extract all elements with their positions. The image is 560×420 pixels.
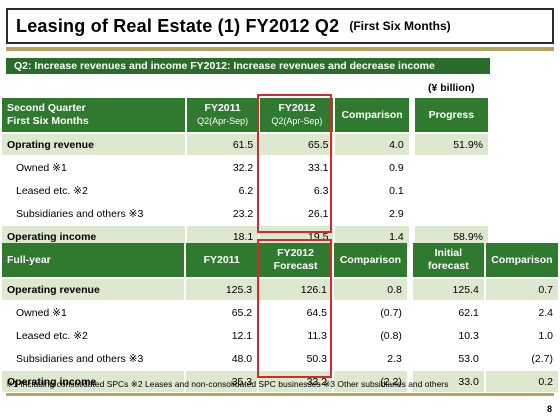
cell-comparison: 4.0 xyxy=(335,134,409,155)
cell-fy2011: 23.2 xyxy=(187,203,259,224)
header-comparison2: Comparison xyxy=(485,243,558,277)
header-fy2011: FY2011 Q2(Apr-Sep) xyxy=(187,98,259,132)
row-label: Operating income xyxy=(2,226,186,247)
cell-fy2012: 65.5 xyxy=(260,134,334,155)
row-label: Operating income xyxy=(2,371,185,392)
row-label: Subsidiaries and others ※3 xyxy=(2,348,185,369)
table-row: Owned ※1 32.2 33.1 0.9 xyxy=(2,157,488,178)
cell-comparison2: 0.7 xyxy=(485,279,558,300)
header-label-line1: Second Quarter xyxy=(7,102,86,114)
header-fy2012-sub: Q2(Apr-Sep) xyxy=(271,116,323,126)
header-fy2011: FY2011 xyxy=(186,243,258,277)
page-title: Leasing of Real Estate (1) FY2012 Q2 xyxy=(16,15,340,36)
table-row: Operating income 35.3 33.2 (2.2) 33.0 0.… xyxy=(2,371,558,392)
cell-initial: 53.0 xyxy=(412,348,484,369)
title-bar: Leasing of Real Estate (1) FY2012 Q2 (Fi… xyxy=(6,8,554,44)
header-label: Second Quarter First Six Months xyxy=(2,98,186,132)
cell-comparison2: 1.0 xyxy=(485,325,558,346)
cell-comparison: 0.9 xyxy=(335,157,409,178)
header-initial-line2: forecast xyxy=(427,260,469,272)
table-row: Subsidiaries and others ※3 48.0 50.3 2.3… xyxy=(2,348,558,369)
cell-comparison: 0.1 xyxy=(335,180,409,201)
table-row: Operating revenue 125.3 126.1 0.8 125.4 … xyxy=(2,279,558,300)
cell-fy2011: 35.3 xyxy=(186,371,258,392)
cell-comparison: 2.3 xyxy=(334,348,407,369)
row-label: Operating revenue xyxy=(2,279,185,300)
cell-initial: 125.4 xyxy=(412,279,484,300)
cell-comparison: 2.9 xyxy=(335,203,409,224)
row-label: Leased etc. ※2 xyxy=(2,325,185,346)
cell-fy2011: 6.2 xyxy=(187,180,259,201)
unit-label: (¥ billion) xyxy=(428,82,475,94)
table-header-row: Second Quarter First Six Months FY2011 Q… xyxy=(2,98,488,132)
cell-initial: 10.3 xyxy=(412,325,484,346)
cell-progress: 58.9% xyxy=(414,226,488,247)
table-header-row: Full-year FY2011 FY2012 Forecast Compari… xyxy=(2,243,558,277)
cell-fy2011: 61.5 xyxy=(187,134,259,155)
cell-fy2011: 32.2 xyxy=(187,157,259,178)
footnote: ※1 Including consolidated SPCs ※2 Leases… xyxy=(6,379,449,389)
table-row: Subsidiaries and others ※3 23.2 26.1 2.9 xyxy=(2,203,488,224)
cell-comparison2: 0.2 xyxy=(485,371,558,392)
header-comparison: Comparison xyxy=(334,243,407,277)
header-initial-forecast: Initial forecast xyxy=(412,243,484,277)
cell-fy2012: 33.1 xyxy=(260,157,334,178)
title-divider xyxy=(6,47,554,51)
q2-results-table: Second Quarter First Six Months FY2011 Q… xyxy=(0,96,490,249)
header-fy2012-text: FY2012 xyxy=(277,247,314,259)
cell-progress xyxy=(414,203,488,224)
cell-fy2012: 11.3 xyxy=(259,325,333,346)
cell-fy2012: 64.5 xyxy=(259,302,333,323)
page-number: 8 xyxy=(546,404,552,414)
cell-comparison: (2.2) xyxy=(334,371,407,392)
full-year-table: Full-year FY2011 FY2012 Forecast Compari… xyxy=(0,241,560,394)
cell-initial: 62.1 xyxy=(412,302,484,323)
row-label: Leased etc. ※2 xyxy=(2,180,186,201)
summary-banner: Q2: Increase revenues and income FY2012:… xyxy=(6,58,490,74)
table-row: Operating income 18.1 19.5 1.4 58.9% xyxy=(2,226,488,247)
header-fy2012-text: FY2012 xyxy=(278,102,316,114)
footer-divider xyxy=(6,393,554,396)
cell-fy2012: 6.3 xyxy=(260,180,334,201)
cell-comparison: (0.7) xyxy=(334,302,407,323)
cell-fy2011: 18.1 xyxy=(187,226,259,247)
cell-progress xyxy=(414,157,488,178)
header-label-line2: First Six Months xyxy=(7,115,89,127)
cell-fy2011: 12.1 xyxy=(186,325,258,346)
cell-comparison: (0.8) xyxy=(334,325,407,346)
header-progress: Progress xyxy=(414,98,488,132)
page-subtitle: (First Six Months) xyxy=(349,19,451,33)
cell-comparison: 1.4 xyxy=(335,226,409,247)
header-fy2012: FY2012 Forecast xyxy=(259,243,333,277)
header-fy2011-text: FY2011 xyxy=(204,102,241,114)
header-comparison: Comparison xyxy=(335,98,409,132)
cell-fy2012: 126.1 xyxy=(259,279,333,300)
header-label: Full-year xyxy=(2,243,185,277)
cell-fy2011: 48.0 xyxy=(186,348,258,369)
cell-progress: 51.9% xyxy=(414,134,488,155)
header-fy2012: FY2012 Q2(Apr-Sep) xyxy=(260,98,334,132)
cell-fy2012: 26.1 xyxy=(260,203,334,224)
cell-comparison2: (2.7) xyxy=(485,348,558,369)
row-label: Owned ※1 xyxy=(2,302,185,323)
cell-fy2011: 125.3 xyxy=(186,279,258,300)
table-row: Owned ※1 65.2 64.5 (0.7) 62.1 2.4 xyxy=(2,302,558,323)
row-label: Subsidiaries and others ※3 xyxy=(2,203,186,224)
cell-fy2012: 50.3 xyxy=(259,348,333,369)
row-label: Owned ※1 xyxy=(2,157,186,178)
row-label: Oprating revenue xyxy=(2,134,186,155)
cell-comparison: 0.8 xyxy=(334,279,407,300)
table-row: Oprating revenue 61.5 65.5 4.0 51.9% xyxy=(2,134,488,155)
header-initial-line1: Initial xyxy=(434,247,463,259)
header-fy2011-sub: Q2(Apr-Sep) xyxy=(197,116,249,126)
header-fy2012-sub: Forecast xyxy=(273,260,318,272)
table-row: Leased etc. ※2 12.1 11.3 (0.8) 10.3 1.0 xyxy=(2,325,558,346)
cell-comparison2: 2.4 xyxy=(485,302,558,323)
cell-initial: 33.0 xyxy=(412,371,484,392)
table-row: Leased etc. ※2 6.2 6.3 0.1 xyxy=(2,180,488,201)
cell-fy2011: 65.2 xyxy=(186,302,258,323)
cell-progress xyxy=(414,180,488,201)
